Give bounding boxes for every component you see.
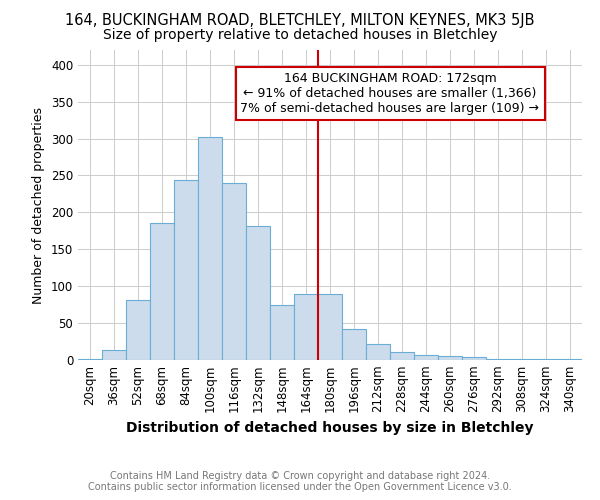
Bar (103, 350, 125, 360)
Text: Size of property relative to detached houses in Bletchley: Size of property relative to detached ho… (103, 28, 497, 42)
Bar (415, 355, 437, 360)
Bar (439, 356, 461, 360)
Bar (247, 226, 269, 360)
Bar (343, 329, 365, 360)
Bar (127, 300, 149, 360)
Bar (175, 180, 197, 360)
Text: 164, BUCKINGHAM ROAD, BLETCHLEY, MILTON KEYNES, MK3 5JB: 164, BUCKINGHAM ROAD, BLETCHLEY, MILTON … (65, 12, 535, 28)
Bar (199, 137, 221, 360)
Bar (151, 222, 173, 360)
Bar (319, 294, 341, 360)
Bar (79, 358, 101, 360)
Text: Contains HM Land Registry data © Crown copyright and database right 2024.
Contai: Contains HM Land Registry data © Crown c… (88, 471, 512, 492)
Bar (271, 304, 293, 360)
Bar (463, 357, 485, 360)
Bar (295, 294, 317, 360)
X-axis label: Distribution of detached houses by size in Bletchley: Distribution of detached houses by size … (126, 421, 534, 435)
Text: 164 BUCKINGHAM ROAD: 172sqm
← 91% of detached houses are smaller (1,366)
7% of s: 164 BUCKINGHAM ROAD: 172sqm ← 91% of det… (241, 72, 539, 115)
Bar (487, 358, 509, 360)
Bar (535, 358, 557, 360)
Bar (391, 352, 413, 360)
Bar (367, 344, 389, 360)
Y-axis label: Number of detached properties: Number of detached properties (32, 106, 46, 304)
Bar (223, 183, 245, 360)
